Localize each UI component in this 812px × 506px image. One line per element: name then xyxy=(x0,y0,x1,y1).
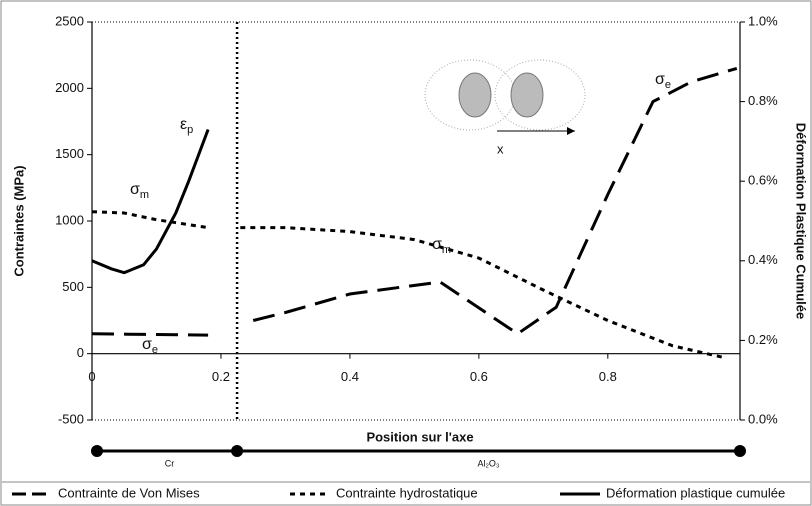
region-end xyxy=(734,445,746,457)
annotation-subscript: e xyxy=(665,79,671,91)
region-boundary xyxy=(231,445,244,457)
legend-label: Contrainte de Von Mises xyxy=(58,485,200,500)
y-tick-label: 1000 xyxy=(55,212,84,227)
series-line xyxy=(91,210,725,360)
y-tick-label: 0 xyxy=(77,345,84,360)
annotation-symbol: ε xyxy=(180,116,187,133)
annotation-symbol: σ xyxy=(142,336,152,353)
y-tick-label: 500 xyxy=(62,279,84,294)
x-tick-label: 0.8 xyxy=(599,369,617,384)
annotation-subscript: m xyxy=(140,189,149,201)
annotation-subscript: p xyxy=(187,124,193,136)
y2-axis-label: Déformation Plastique Cumulée xyxy=(794,123,809,319)
legend-label: Contrainte hydrostatique xyxy=(336,485,478,500)
inset xyxy=(424,59,586,135)
region-label: Cr xyxy=(165,458,175,468)
annotation-symbol: σ xyxy=(432,236,442,253)
annotation-subscript: m xyxy=(442,244,451,256)
y2-tick-label: 0.4% xyxy=(748,252,778,267)
annotation-subscript: e xyxy=(152,344,158,356)
annotation: σe xyxy=(142,336,158,356)
inset-label: x xyxy=(497,141,504,156)
y2-tick-label: 0.8% xyxy=(748,93,778,108)
region-label: Al₂O₃ xyxy=(477,458,499,468)
annotation-symbol: σ xyxy=(655,71,665,88)
annotation: εp xyxy=(180,116,193,136)
annotation: σm xyxy=(130,181,149,201)
y-tick-label: 2000 xyxy=(55,80,84,95)
y-tick-label: 1500 xyxy=(55,146,84,161)
region-start xyxy=(91,445,103,457)
y-tick-label: 2500 xyxy=(55,13,84,28)
x-axis-label: Position sur l'axe xyxy=(366,429,473,444)
y2-tick-label: 0.6% xyxy=(748,173,778,188)
annotation: σe xyxy=(655,71,671,91)
x-tick-label: 0.6 xyxy=(470,369,488,384)
y2-tick-label: 0.2% xyxy=(748,332,778,347)
annotation-symbol: σ xyxy=(130,181,140,198)
y2-tick-label: 1.0% xyxy=(748,13,778,28)
x-tick-label: 0 xyxy=(88,369,95,384)
x-tick-label: 0.4 xyxy=(341,369,359,384)
series-line xyxy=(91,128,210,275)
series-line xyxy=(91,66,738,337)
annotation: σm xyxy=(432,236,451,256)
y-axis-label: Contraintes (MPa) xyxy=(11,165,26,276)
legend-label: Déformation plastique cumulée xyxy=(606,485,785,500)
y2-tick-label: 0.0% xyxy=(748,411,778,426)
x-tick-label: 0.2 xyxy=(212,369,230,384)
y-tick-label: -500 xyxy=(58,411,84,426)
